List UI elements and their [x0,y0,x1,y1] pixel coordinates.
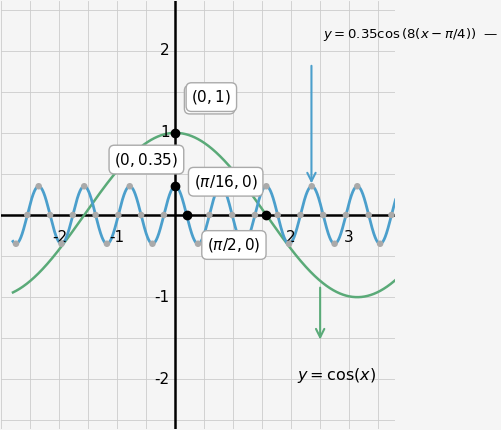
Point [331,240,339,247]
Point [376,240,384,247]
Text: $y = 0.35\cos\left(8\left(x - \pi/4\right)\right)$  —: $y = 0.35\cos\left(8\left(x - \pi/4\righ… [323,26,498,43]
Text: 3: 3 [344,230,354,245]
Text: -2: -2 [52,230,67,245]
Point [92,212,100,218]
Point [285,240,293,247]
Point [251,212,259,218]
Point [148,240,156,247]
Point [69,212,77,218]
Text: $(\pi/2, 0)$: $(\pi/2, 0)$ [207,236,261,254]
Text: -2: -2 [154,372,169,387]
Point [103,240,111,247]
Text: 2: 2 [160,43,169,58]
Point [239,240,247,247]
Point [353,183,361,190]
Point [24,212,32,218]
Point [12,240,20,247]
Text: 2: 2 [287,230,296,245]
Point [308,183,316,190]
Point [137,212,145,218]
Point [228,212,236,218]
Point [160,212,168,218]
Point [274,212,282,218]
Point [297,212,305,218]
Text: 1: 1 [160,125,169,140]
Point [194,240,202,247]
Text: $(0, 1)$: $(0, 1)$ [190,91,229,109]
Point [114,212,122,218]
Point [80,183,88,190]
Text: 1: 1 [228,230,238,245]
Point [342,212,350,218]
Point [35,183,43,190]
Point [263,183,271,190]
Point [387,212,395,218]
Text: $y = \cos(x)$: $y = \cos(x)$ [297,366,376,385]
Point [126,183,134,190]
Point [205,212,213,218]
Text: $(0, 1)$: $(0, 1)$ [191,88,231,106]
Point [365,212,373,218]
Point [183,212,191,218]
Point [319,212,327,218]
Text: $(\pi/16, 0)$: $(\pi/16, 0)$ [194,173,258,191]
Point [171,183,179,190]
Text: -1: -1 [154,290,169,305]
Point [217,183,225,190]
Text: -1: -1 [110,230,125,245]
Point [58,240,66,247]
Text: $(0, 0.35)$: $(0, 0.35)$ [114,150,178,169]
Point [46,212,54,218]
